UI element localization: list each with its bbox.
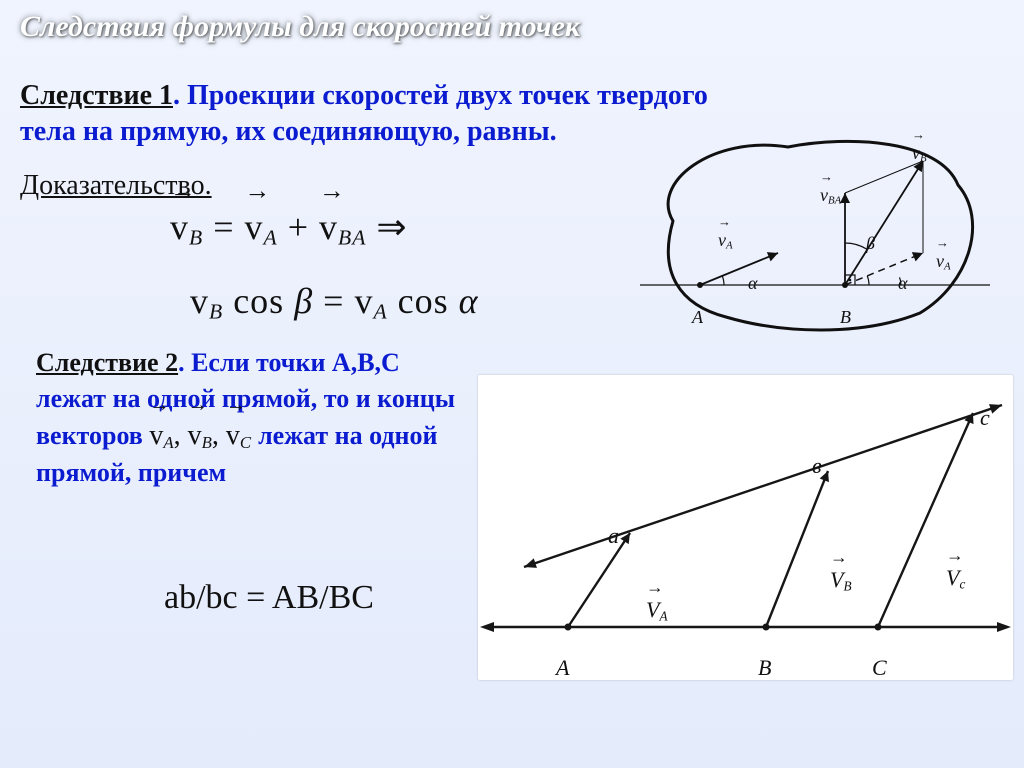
vec-vA: →v <box>245 206 264 248</box>
slide: Следствия формулы для скоростей точек Сл… <box>0 0 1024 768</box>
d2-label-A: A <box>556 655 569 681</box>
d2-label-c: с <box>980 405 990 431</box>
corollary-1-label: Следствие 1 <box>20 80 173 111</box>
d1-label-vB: →vB <box>912 143 927 165</box>
corollary-2-label: Следствие 2 <box>36 348 178 377</box>
d2-label-a: a <box>608 523 619 549</box>
d1-label-alpha1: α <box>748 273 757 294</box>
d2-label-B: B <box>758 655 771 681</box>
d2-label-VB: →VB <box>830 567 852 594</box>
vec-vBA: →v <box>319 206 338 248</box>
d1-label-B: B <box>840 307 851 328</box>
equation-2: vB cos β = vA cos α <box>190 280 479 324</box>
equation-1: →vB = →vA + →vBA ⇒ <box>170 206 408 250</box>
d2-label-VC: →Vc <box>946 565 965 592</box>
ratio-equation: ab/bc = AB/BC <box>164 579 374 617</box>
diagram-2-svg <box>478 375 1013 680</box>
d1-label-vBA: →vBA <box>820 185 841 207</box>
d2-label-VA: →VA <box>646 597 668 624</box>
corollary-2: Следствие 2. Если точки А,В,С лежат на о… <box>36 345 466 491</box>
diagram-2: A B Ca в с →VA →VB →Vc <box>478 375 1013 680</box>
d1-label-vA_left: →vA <box>718 230 733 252</box>
diagram-1: →vB →vBA →vA →vA α α β A B <box>640 125 990 340</box>
d1-label-A: A <box>692 307 703 328</box>
d1-label-vA_right: →vA <box>936 251 951 273</box>
slide-title: Следствия формулы для скоростей точек <box>20 10 580 44</box>
d2-label-b: в <box>812 453 822 479</box>
d1-label-alpha2: α <box>898 273 907 294</box>
d1-label-beta: β <box>866 233 875 254</box>
corollary-1: Следствие 1. Проекции скоростей двух точ… <box>20 78 720 150</box>
vec-vB: →v <box>170 206 189 248</box>
d2-label-C: C <box>872 655 887 681</box>
inline-vectors: →vA, →vB, →vC <box>149 420 258 451</box>
